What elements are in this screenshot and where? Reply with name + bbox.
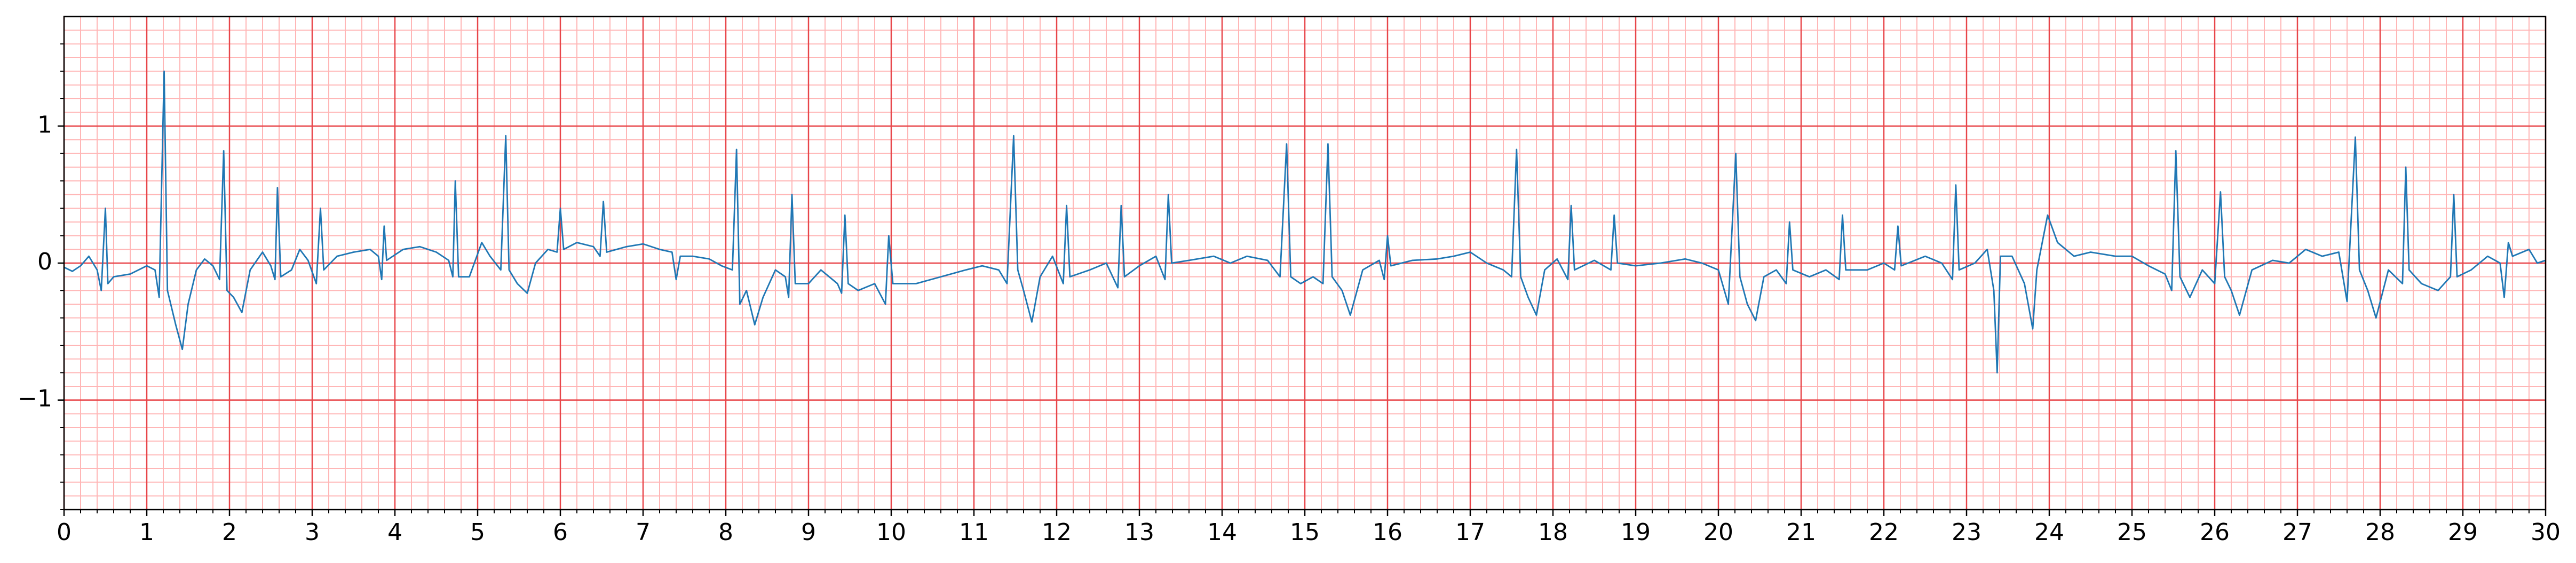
x-tick-label: 9 — [801, 519, 816, 546]
x-tick-label: 25 — [2117, 519, 2147, 546]
x-tick-label: 5 — [470, 519, 485, 546]
y-tick-label: 1 — [37, 111, 52, 138]
x-tick-label: 13 — [1124, 519, 1154, 546]
x-tick-label: 8 — [718, 519, 733, 546]
x-tick-label: 12 — [1042, 519, 1072, 546]
x-tick-label: 22 — [1869, 519, 1899, 546]
x-tick-label: 0 — [57, 519, 72, 546]
x-tick-label: 16 — [1373, 519, 1402, 546]
x-tick-label: 23 — [1952, 519, 1981, 546]
x-tick-label: 15 — [1290, 519, 1320, 546]
x-tick-label: 27 — [2282, 519, 2312, 546]
x-tick-label: 19 — [1621, 519, 1651, 546]
x-tick-label: 26 — [2200, 519, 2230, 546]
x-tick-label: 30 — [2531, 519, 2561, 546]
ecg-line — [64, 70, 2546, 374]
y-tick-label: −1 — [18, 385, 52, 413]
x-tick-label: 20 — [1703, 519, 1733, 546]
x-tick-label: 18 — [1538, 519, 1568, 546]
x-tick-label: 7 — [636, 519, 651, 546]
x-tick-label: 14 — [1207, 519, 1237, 546]
x-tick-label: 28 — [2365, 519, 2395, 546]
x-tick-label: 4 — [387, 519, 402, 546]
x-tick-label: 11 — [959, 519, 989, 546]
x-tick-label: 1 — [139, 519, 154, 546]
x-tick-label: 10 — [876, 519, 906, 546]
x-tick-label: 29 — [2448, 519, 2478, 546]
x-tick-label: 3 — [305, 519, 320, 546]
x-tick-label: 24 — [2034, 519, 2064, 546]
x-tick-label: 6 — [553, 519, 568, 546]
x-tick-label: 21 — [1786, 519, 1816, 546]
y-tick-label: 0 — [37, 248, 52, 275]
plot-frame — [63, 15, 2547, 511]
x-tick-label: 2 — [222, 519, 237, 546]
x-tick-label: 17 — [1455, 519, 1485, 546]
